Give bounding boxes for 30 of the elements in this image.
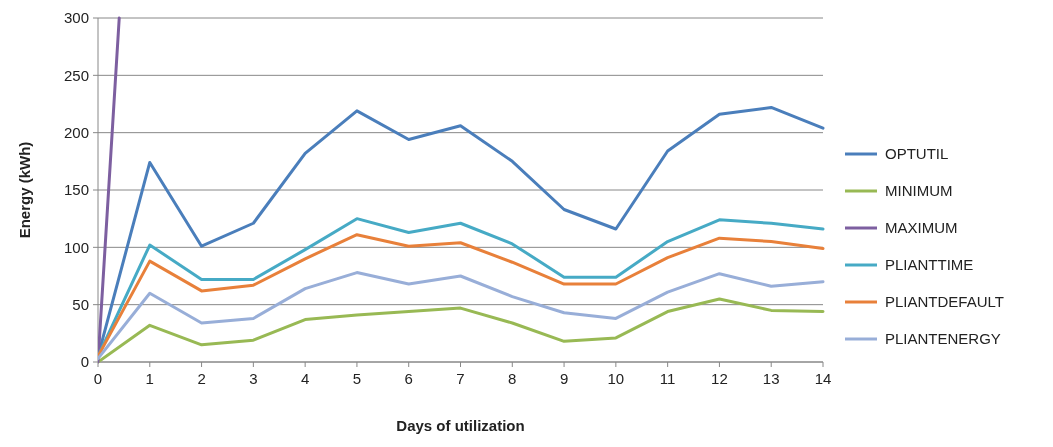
x-tick-label: 7 [456, 370, 465, 387]
y-tick-label: 300 [63, 9, 89, 27]
x-tick-label: 14 [814, 370, 832, 387]
y-tick-label: 0 [80, 353, 89, 371]
y-tick-label: 200 [63, 123, 89, 141]
legend-label: PLIANTENERGY [885, 330, 1001, 348]
y-tick-label: 50 [72, 295, 89, 313]
x-tick-label: 8 [508, 370, 517, 387]
x-tick-label: 10 [607, 370, 625, 387]
legend-label: OPTUTIL [885, 145, 949, 163]
x-tick-label: 0 [93, 370, 103, 387]
x-tick-label: 13 [762, 370, 780, 387]
x-tick-label: 3 [249, 370, 258, 387]
x-tick-label: 5 [352, 370, 362, 387]
y-tick-label: 150 [63, 181, 89, 199]
x-tick-label: 9 [559, 370, 569, 387]
legend-label: MINIMUM [885, 182, 953, 200]
legend-label: PLIANTDEFAULT [885, 293, 1004, 311]
x-tick-label: 1 [145, 370, 154, 387]
y-tick-label: 100 [63, 238, 89, 256]
y-axis-title: Energy (kWh) [16, 141, 33, 239]
x-tick-label: 11 [659, 370, 676, 387]
x-axis-title: Days of utilization [396, 417, 525, 434]
x-tick-label: 2 [197, 370, 206, 387]
x-tick-label: 4 [300, 370, 310, 387]
x-tick-label: 6 [404, 370, 413, 387]
x-tick-label: 12 [711, 370, 728, 387]
legend-label: PLIANTTIME [885, 256, 974, 274]
legend-label: MAXIMUM [885, 219, 958, 237]
y-tick-label: 250 [63, 66, 89, 84]
